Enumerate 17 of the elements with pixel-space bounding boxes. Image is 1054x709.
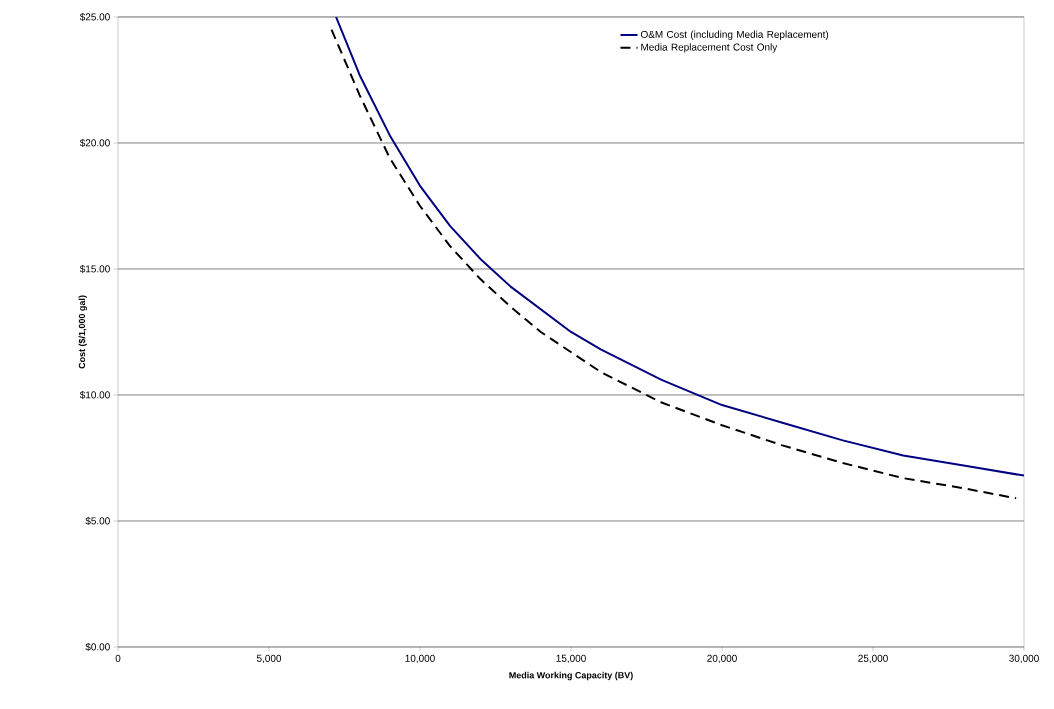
y-tick-label: $5.00 xyxy=(85,516,110,526)
x-axis-title: Media Working Capacity (BV) xyxy=(509,671,633,681)
y-tick-label: $10.00 xyxy=(79,390,110,400)
y-tick-label: $0.00 xyxy=(85,642,110,652)
y-axis-title: Cost ($/1,000 gal) xyxy=(78,295,87,369)
x-tick-label: 30,000 xyxy=(1009,654,1039,663)
x-tick-label: 5,000 xyxy=(256,654,282,663)
x-tick-label: 10,000 xyxy=(405,654,435,663)
x-tick-label: 25,000 xyxy=(858,654,888,663)
y-tick-label: $25.00 xyxy=(79,12,110,22)
legend-label: O&M Cost (including Media Replacement) xyxy=(640,30,829,40)
x-tick-label: 15,000 xyxy=(556,654,586,663)
x-tick-label: 20,000 xyxy=(707,654,737,663)
x-tick-label: 0 xyxy=(115,654,121,662)
y-tick-label: $20.00 xyxy=(79,138,110,148)
y-tick-label: $15.00 xyxy=(79,264,110,274)
legend-label: Media Replacement Cost Only xyxy=(641,43,778,53)
